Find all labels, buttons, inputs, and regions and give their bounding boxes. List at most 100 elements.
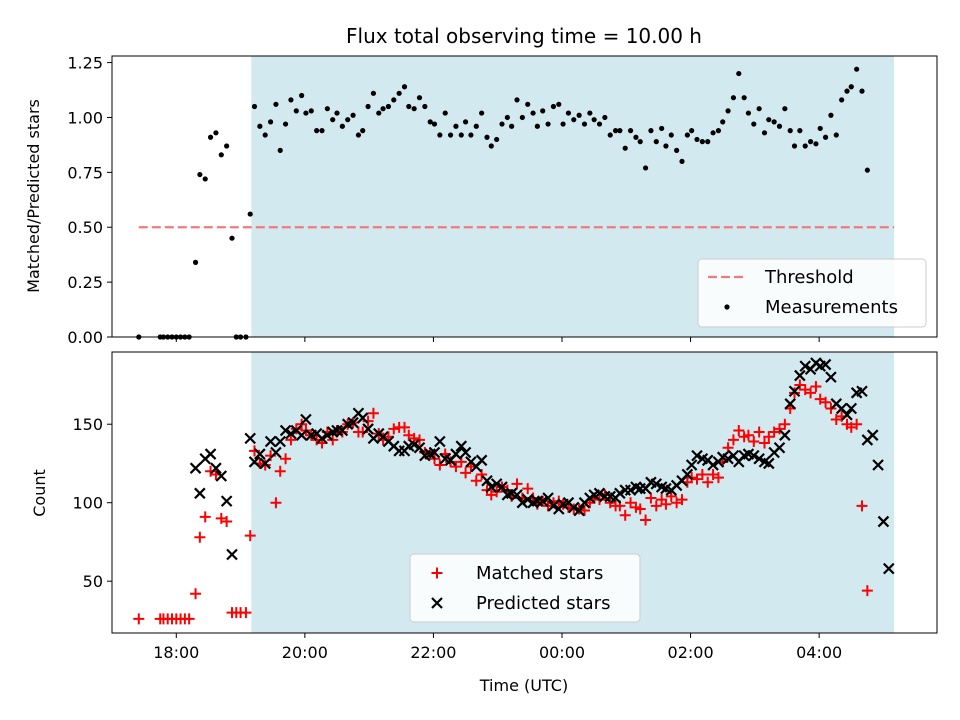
measurement-point: [776, 123, 783, 129]
matched-star-point: [221, 516, 233, 528]
measurement-point: [725, 108, 731, 114]
measurement-point: [674, 147, 680, 153]
measurement-point: [571, 117, 577, 123]
bottom-y-axis-label: Count: [30, 469, 49, 517]
measurement-point: [308, 108, 314, 114]
measurement-point: [345, 117, 351, 123]
top-y-tick-label: 0.50: [67, 218, 103, 237]
matched-star-point: [259, 459, 271, 471]
predicted-star-point: [883, 562, 895, 575]
measurement-point: [202, 176, 208, 182]
measurement-point: [197, 171, 203, 178]
predicted-star-point: [521, 493, 534, 506]
predicted-star-point: [825, 371, 837, 383]
measurement-point: [699, 139, 705, 145]
measurement-point: [710, 130, 716, 136]
measurement-point: [299, 92, 305, 99]
top-y-tick-label: 1.00: [67, 108, 103, 127]
measurement-point: [565, 110, 572, 116]
measurement-point: [612, 128, 619, 134]
measurement-point: [213, 130, 219, 136]
measurement-point: [509, 123, 515, 129]
measurement-point: [484, 134, 490, 140]
matched-star-point: [820, 396, 832, 408]
predicted-star-point: [845, 402, 858, 415]
matched-star-point: [789, 387, 800, 399]
matched-star-point: [645, 492, 657, 504]
measurement-point: [679, 158, 685, 164]
measurement-point: [607, 132, 613, 138]
matched-star-point: [712, 472, 724, 484]
predicted-star-point: [264, 435, 277, 448]
measurement-point: [324, 106, 330, 112]
measurement-point: [844, 88, 850, 94]
legend-predicted-swatch: [431, 597, 443, 609]
measurement-point: [622, 145, 628, 151]
predicted-star-point: [773, 441, 786, 454]
top-axes-frame: [111, 55, 938, 338]
measurement-point: [694, 136, 700, 143]
measurement-point: [633, 134, 639, 140]
predicted-star-point: [593, 487, 606, 500]
measurement-point: [745, 110, 752, 116]
matched-star-point: [696, 468, 708, 480]
measurement-point: [787, 128, 793, 134]
matched-star-point: [650, 500, 662, 512]
measurement-point: [458, 132, 464, 138]
matched-star-point: [470, 475, 482, 487]
predicted-star-point: [434, 435, 446, 448]
predicted-star-point: [536, 495, 549, 507]
matched-star-point: [759, 437, 770, 449]
x-tick-label: 20:00: [282, 643, 328, 662]
predicted-star-point: [408, 438, 420, 451]
matched-star-point: [640, 514, 652, 526]
predicted-star-point: [496, 481, 508, 493]
measurement-point: [560, 121, 566, 127]
matched-star-point: [676, 494, 688, 506]
matched-star-point: [851, 418, 863, 430]
measurement-point: [689, 128, 695, 134]
measurement-point: [791, 143, 798, 149]
predicted-star-point: [455, 440, 468, 452]
measurement-point: [314, 128, 320, 134]
predicted-star-point: [321, 429, 334, 441]
legend-matched-label: Matched stars: [476, 563, 603, 584]
bottom-y-tick-label: 100: [72, 494, 103, 513]
predicted-star-point: [877, 515, 890, 528]
measurement-point: [355, 132, 362, 138]
measurement-point: [494, 136, 500, 143]
matched-star-point: [753, 426, 765, 438]
matched-star-point: [825, 403, 837, 415]
measurement-point: [540, 108, 546, 114]
top-y-axis-label: Matched/Predicted stars: [24, 99, 43, 293]
measurement-point: [705, 139, 711, 145]
matched-star-point: [270, 497, 282, 509]
predicted-star-point: [614, 487, 626, 500]
bottom-legend: Matched stars Predicted stars: [409, 553, 641, 623]
measurement-point: [218, 152, 224, 158]
x-tick-label: 04:00: [796, 643, 842, 662]
predicted-star-point: [450, 448, 462, 460]
predicted-star-point: [624, 484, 637, 496]
predicted-star-point: [300, 413, 312, 426]
measurement-point: [473, 123, 479, 129]
predicted-star-point: [547, 500, 560, 512]
top-legend: Threshold Measurements: [697, 258, 927, 328]
measurement-point: [817, 125, 823, 132]
measurement-point: [385, 103, 392, 110]
predicted-star-point: [295, 429, 308, 441]
measurement-point: [339, 123, 345, 129]
measurement-point: [207, 134, 214, 140]
measurement-point: [376, 110, 382, 116]
measurement-point: [550, 103, 557, 110]
matched-star-point: [774, 423, 785, 435]
measurement-point: [591, 117, 597, 123]
predicted-star-point: [681, 468, 694, 481]
measurement-point: [224, 143, 230, 149]
predicted-star-point: [866, 429, 879, 441]
predicted-star-point: [274, 435, 286, 448]
matched-star-point: [280, 453, 292, 465]
legend-measurements-swatch: [724, 304, 730, 310]
measurement-point: [720, 119, 726, 125]
predicted-star-point: [691, 449, 703, 462]
